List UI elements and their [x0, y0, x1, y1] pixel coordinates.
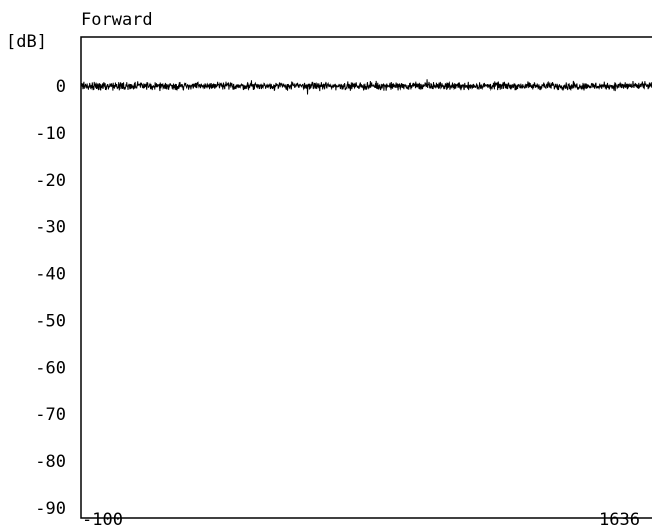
y-tick-label: -20 — [35, 171, 66, 191]
x-tick-labels: -100 1636 — [82, 510, 640, 527]
plot-frame — [80, 36, 652, 519]
y-tick-label: -60 — [35, 358, 66, 378]
y-tick-label: -70 — [35, 405, 66, 425]
y-tick-label: -30 — [35, 218, 66, 238]
y-tick-label: -40 — [35, 265, 66, 285]
y-tick-label: -50 — [35, 311, 66, 331]
y-tick-labels: 0 -10 -20 -30 -40 -50 -60 -70 -80 -90 — [35, 77, 66, 519]
y-tick-label: -90 — [35, 499, 66, 519]
series-layer — [80, 79, 652, 95]
series-line — [80, 79, 652, 95]
y-tick-label: -10 — [35, 124, 66, 144]
chart-title: Forward — [81, 10, 153, 30]
x-tick-label: -100 — [82, 510, 123, 527]
y-tick-label: 0 — [56, 77, 66, 97]
x-tick-label: 1636 — [599, 510, 640, 527]
y-tick-label: -80 — [35, 452, 66, 472]
y-axis-label: [dB] — [6, 32, 47, 52]
